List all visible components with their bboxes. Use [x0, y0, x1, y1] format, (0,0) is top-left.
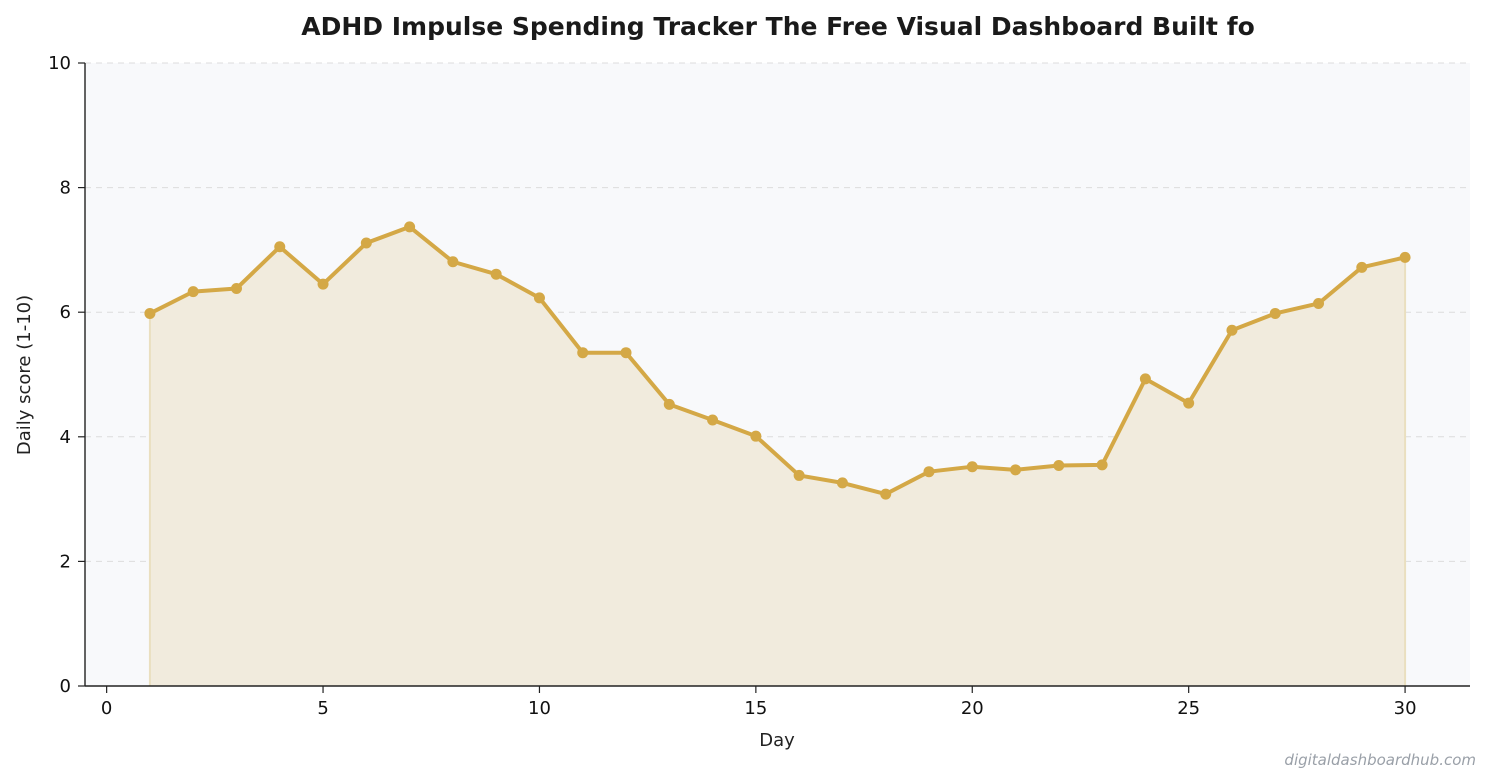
data-point-day-26 [1226, 324, 1238, 336]
data-point-day-28 [1313, 297, 1325, 309]
data-point-day-30 [1399, 251, 1411, 263]
x-tick-label-0: 0 [101, 698, 112, 719]
data-point-day-10 [533, 292, 545, 304]
y-tick-label-4: 4 [60, 427, 71, 448]
y-tick-label-6: 6 [60, 302, 71, 323]
data-point-day-2 [187, 286, 199, 298]
data-point-day-18 [880, 488, 892, 500]
data-point-day-8 [447, 256, 459, 268]
data-point-day-11 [577, 347, 589, 359]
data-point-day-23 [1096, 459, 1108, 471]
series-points [144, 221, 1411, 500]
data-point-day-6 [360, 237, 372, 249]
series-line [147, 224, 1408, 497]
data-point-day-9 [490, 268, 502, 280]
x-tick-label-25: 25 [1177, 698, 1200, 719]
data-point-day-14 [707, 414, 719, 426]
data-point-day-4 [274, 241, 286, 253]
x-tick-label-10: 10 [528, 698, 551, 719]
y-axis-ticks: 0 2 4 6 8 10 [48, 53, 85, 697]
data-point-day-13 [663, 398, 675, 410]
x-axis-ticks: 0 5 10 15 20 25 30 [101, 686, 1417, 719]
data-point-day-1 [144, 307, 156, 319]
data-point-day-20 [966, 461, 978, 473]
data-point-day-12 [620, 347, 632, 359]
watermark-text: digitaldashboardhub.com [1284, 751, 1476, 769]
data-point-day-19 [923, 466, 935, 478]
data-point-day-25 [1183, 397, 1195, 409]
data-point-day-7 [404, 221, 416, 233]
data-point-day-29 [1356, 261, 1368, 273]
y-tick-label-2: 2 [60, 551, 71, 572]
data-point-day-24 [1139, 373, 1151, 385]
x-tick-label-5: 5 [317, 698, 328, 719]
data-point-day-3 [230, 283, 242, 295]
x-tick-label-15: 15 [744, 698, 767, 719]
chart-title: ADHD Impulse Spending Tracker The Free V… [301, 12, 1255, 41]
data-point-day-27 [1269, 307, 1281, 319]
y-axis-label: Daily score (1-10) [14, 295, 35, 455]
y-tick-label-8: 8 [60, 178, 71, 199]
x-tick-label-20: 20 [961, 698, 984, 719]
data-point-day-16 [793, 469, 805, 481]
data-point-day-17 [836, 477, 848, 489]
data-point-day-21 [1010, 464, 1022, 476]
y-tick-label-0: 0 [60, 676, 71, 697]
y-tick-label-10: 10 [48, 53, 71, 74]
x-tick-label-30: 30 [1394, 698, 1417, 719]
data-point-day-15 [750, 430, 762, 442]
data-point-day-5 [317, 278, 329, 290]
area-edges [148, 257, 1407, 686]
data-point-day-22 [1053, 459, 1065, 471]
x-axis-label: Day [759, 730, 795, 751]
